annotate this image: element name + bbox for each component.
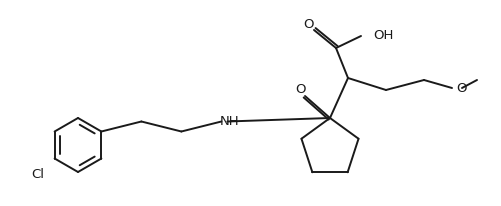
Text: NH: NH <box>219 115 238 128</box>
Text: Cl: Cl <box>32 167 45 180</box>
Text: O: O <box>455 82 465 95</box>
Text: O: O <box>303 18 314 30</box>
Text: OH: OH <box>372 28 393 41</box>
Text: O: O <box>295 82 306 96</box>
